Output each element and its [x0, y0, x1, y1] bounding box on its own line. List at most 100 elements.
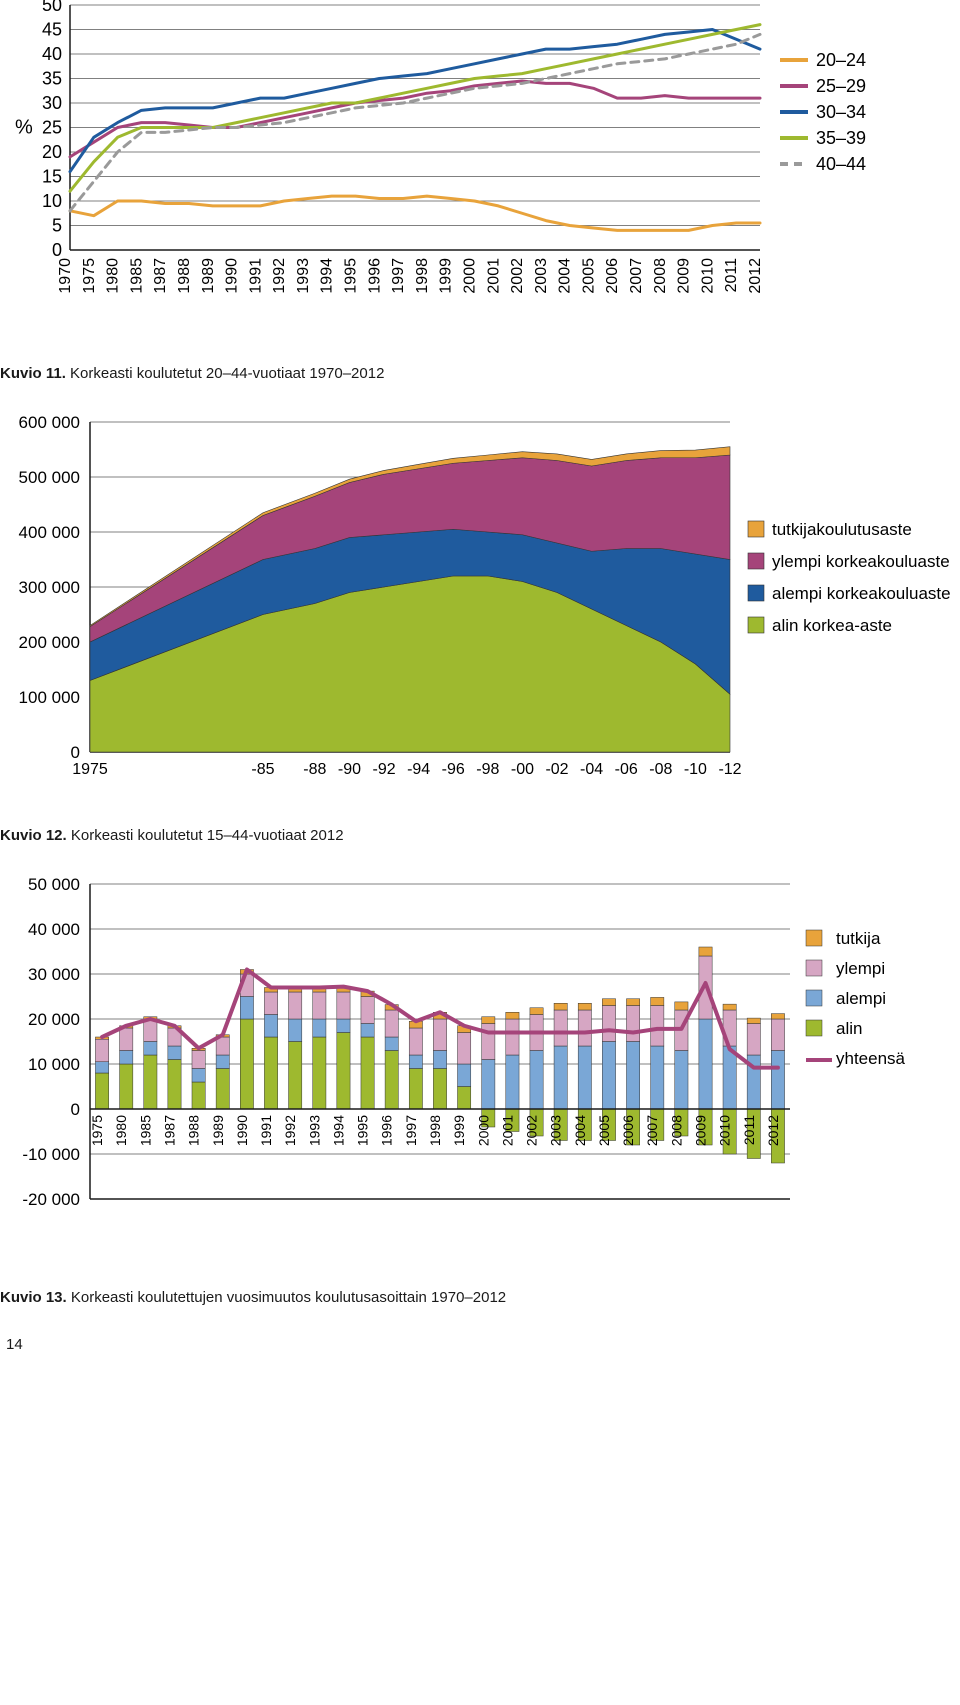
svg-text:2009: 2009 [676, 258, 693, 294]
svg-text:1991: 1991 [258, 1115, 274, 1146]
svg-text:5: 5 [52, 216, 62, 236]
svg-text:1990: 1990 [224, 258, 241, 294]
svg-text:2002: 2002 [524, 1115, 540, 1146]
chart-2-svg: 0 100 000 200 000 300 000 400 000 500 000 600 … [0, 412, 960, 792]
svg-text:50: 50 [42, 0, 62, 15]
svg-text:1998: 1998 [414, 258, 431, 294]
svg-text:20–24: 20–24 [816, 50, 866, 70]
svg-text:400 000: 400 000 [19, 523, 80, 542]
svg-text:0: 0 [71, 1100, 80, 1119]
svg-text:1987: 1987 [152, 258, 169, 294]
svg-text:1975: 1975 [81, 258, 98, 294]
chart-1-line: 05101520253035404550%1970197519801985198… [0, 0, 960, 335]
svg-text:2000: 2000 [461, 258, 478, 294]
svg-text:%: % [15, 117, 33, 139]
svg-text:1990: 1990 [234, 1115, 250, 1146]
caption-3-bold: Kuvio 13. [0, 1289, 67, 1306]
caption-1-text: Korkeasti koulutetut 20–44-vuotiaat 1970… [66, 365, 385, 382]
svg-text:2008: 2008 [652, 258, 669, 294]
svg-text:2006: 2006 [620, 1115, 636, 1146]
svg-text:1975: 1975 [72, 761, 108, 778]
svg-text:0: 0 [71, 743, 80, 762]
svg-text:10: 10 [42, 191, 62, 211]
svg-text:-02: -02 [545, 761, 568, 778]
svg-text:alin korkea-aste: alin korkea-aste [772, 616, 892, 635]
svg-text:30: 30 [42, 93, 62, 113]
svg-text:1996: 1996 [366, 258, 383, 294]
svg-text:1996: 1996 [379, 1115, 395, 1146]
svg-text:yhteensä: yhteensä [836, 1049, 906, 1068]
caption-1-bold: Kuvio 11. [0, 365, 66, 382]
svg-text:2002: 2002 [509, 258, 526, 294]
svg-text:25: 25 [42, 118, 62, 138]
svg-text:200 000: 200 000 [19, 633, 80, 652]
svg-text:ylempi korkeakouluaste: ylempi korkeakouluaste [772, 552, 950, 571]
svg-text:1988: 1988 [176, 258, 193, 294]
svg-text:1999: 1999 [451, 1115, 467, 1146]
chart-1-svg: 05101520253035404550%1970197519801985198… [0, 0, 960, 330]
svg-text:2007: 2007 [644, 1115, 660, 1146]
svg-text:30–34: 30–34 [816, 102, 866, 122]
svg-text:500 000: 500 000 [19, 468, 80, 487]
chart-2-area: 0 100 000 200 000 300 000 400 000 500 000 600 … [0, 412, 960, 797]
svg-text:35: 35 [42, 69, 62, 89]
svg-text:-90: -90 [338, 761, 361, 778]
svg-text:2006: 2006 [604, 258, 621, 294]
svg-text:tutkijakoulutusaste: tutkijakoulutusaste [772, 520, 912, 539]
svg-text:-04: -04 [580, 761, 603, 778]
svg-text:300 000: 300 000 [19, 578, 80, 597]
chart-3-bars: -20 000-10 000010 00020 00030 00040 0005… [0, 874, 960, 1259]
svg-text:1993: 1993 [306, 1115, 322, 1146]
svg-text:100 000: 100 000 [19, 688, 80, 707]
svg-text:1980: 1980 [113, 1115, 129, 1146]
svg-text:1985: 1985 [137, 1115, 153, 1146]
svg-text:600 000: 600 000 [19, 413, 80, 432]
svg-text:alempi korkeakouluaste: alempi korkeakouluaste [772, 584, 951, 603]
svg-text:-20 000: -20 000 [22, 1190, 80, 1209]
svg-text:10 000: 10 000 [28, 1055, 80, 1074]
svg-text:30 000: 30 000 [28, 965, 80, 984]
svg-text:0: 0 [52, 240, 62, 260]
svg-text:40–44: 40–44 [816, 154, 866, 174]
svg-text:-10 000: -10 000 [22, 1145, 80, 1164]
svg-text:-98: -98 [476, 761, 499, 778]
svg-text:-94: -94 [407, 761, 430, 778]
caption-3: Kuvio 13. Korkeasti koulutettujen vuosim… [0, 1289, 960, 1306]
page-number: 14 [6, 1336, 960, 1353]
svg-text:1987: 1987 [161, 1115, 177, 1146]
svg-text:2011: 2011 [723, 258, 740, 293]
svg-text:20 000: 20 000 [28, 1010, 80, 1029]
svg-text:-96: -96 [442, 761, 465, 778]
caption-3-text: Korkeasti koulutettujen vuosimuutos koul… [67, 1289, 506, 1306]
svg-text:2003: 2003 [548, 1115, 564, 1146]
svg-text:35–39: 35–39 [816, 128, 866, 148]
svg-text:1997: 1997 [403, 1115, 419, 1146]
svg-text:tutkija: tutkija [836, 929, 881, 948]
svg-text:2007: 2007 [628, 258, 645, 294]
svg-text:2011: 2011 [741, 1115, 757, 1145]
svg-text:ylempi: ylempi [836, 959, 885, 978]
svg-text:2012: 2012 [747, 258, 764, 294]
svg-text:2001: 2001 [485, 258, 502, 294]
svg-text:1995: 1995 [355, 1115, 371, 1146]
svg-text:-88: -88 [303, 761, 326, 778]
svg-text:1997: 1997 [390, 258, 407, 294]
svg-text:2010: 2010 [699, 258, 716, 294]
svg-text:1993: 1993 [295, 258, 312, 294]
svg-text:1992: 1992 [271, 258, 288, 294]
svg-text:2005: 2005 [580, 258, 597, 294]
svg-text:1994: 1994 [319, 258, 336, 294]
svg-text:25–29: 25–29 [816, 76, 866, 96]
svg-text:-08: -08 [649, 761, 672, 778]
svg-text:1988: 1988 [186, 1115, 202, 1146]
svg-text:-10: -10 [684, 761, 707, 778]
svg-text:2012: 2012 [765, 1115, 781, 1146]
svg-text:1985: 1985 [128, 258, 145, 294]
svg-text:1992: 1992 [282, 1115, 298, 1146]
svg-text:45: 45 [42, 20, 62, 40]
svg-text:1998: 1998 [427, 1115, 443, 1146]
svg-text:-12: -12 [718, 761, 741, 778]
chart-3-svg: -20 000-10 000010 00020 00030 00040 0005… [0, 874, 960, 1254]
svg-text:40 000: 40 000 [28, 920, 80, 939]
svg-text:2005: 2005 [596, 1115, 612, 1146]
